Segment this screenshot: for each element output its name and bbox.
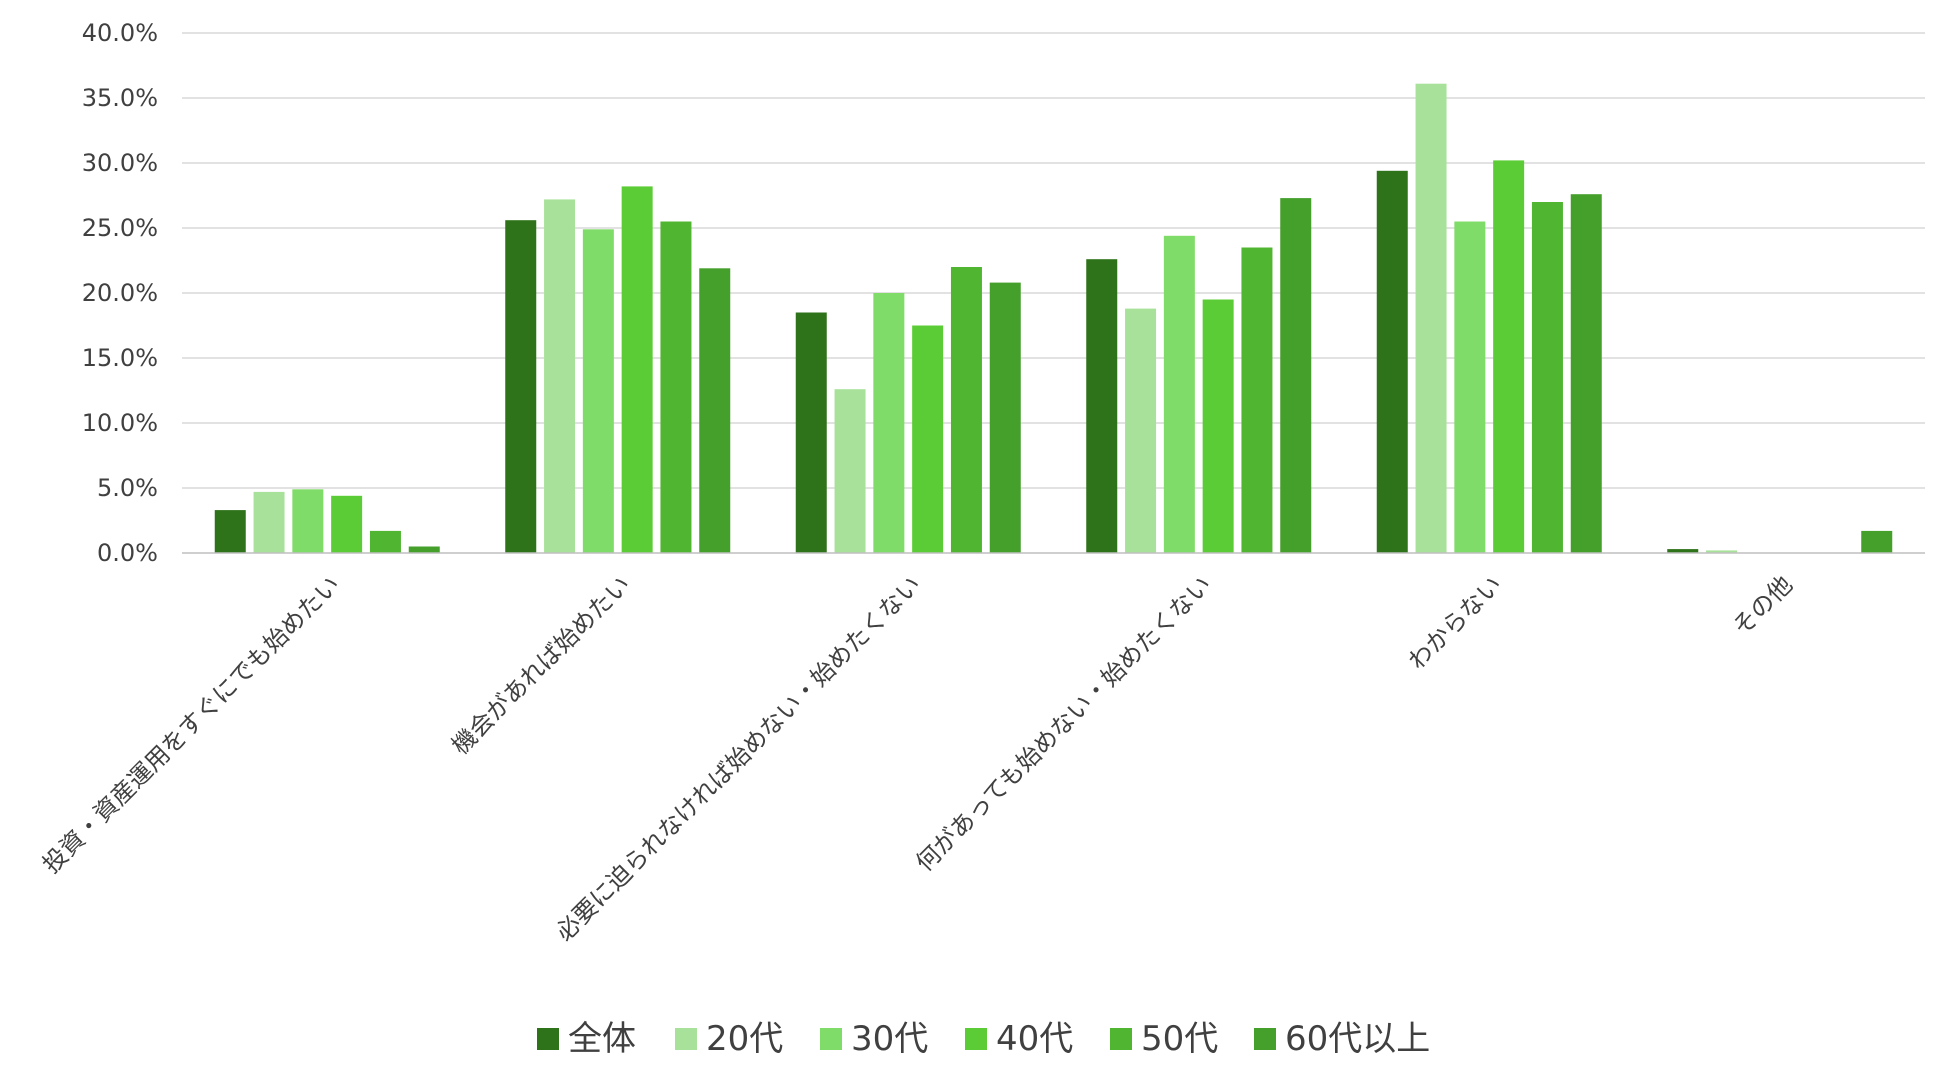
bar <box>582 229 614 554</box>
y-axis-tick-labels: 0.0% 5.0% 10.0% 15.0% 20.0% 25.0% 30.0% 35.0% 40… <box>82 19 158 567</box>
bar <box>699 268 731 553</box>
bar <box>1493 160 1525 553</box>
bar <box>1667 549 1699 553</box>
legend-label: 20代 <box>706 1019 783 1059</box>
bar <box>660 221 692 553</box>
bar <box>1241 247 1273 553</box>
legend-swatch <box>1254 1028 1276 1050</box>
category-label: 投資・資産運用をすぐにでも始めたい <box>37 570 345 878</box>
y-tick-label: 10.0% <box>82 409 158 437</box>
bar <box>292 489 324 553</box>
bar <box>1376 170 1408 554</box>
bar <box>1570 194 1602 553</box>
bar <box>544 199 576 553</box>
bar <box>1163 235 1195 554</box>
bar <box>1086 259 1118 553</box>
legend-swatch <box>820 1028 842 1050</box>
bar <box>795 312 827 553</box>
bars <box>214 83 1893 554</box>
legend-swatch <box>537 1028 559 1050</box>
category-label: 機会があれば始めたい <box>446 570 636 760</box>
bar <box>1280 198 1312 553</box>
bar <box>1531 202 1563 553</box>
bar <box>1125 308 1157 553</box>
category-labels: 投資・資産運用をすぐにでも始めたい 機会があれば始めたい必要に迫られなければ始めな… <box>37 570 1798 946</box>
legend-swatch <box>1110 1028 1132 1050</box>
legend-swatch <box>675 1028 697 1050</box>
legend-label: 50代 <box>1141 1019 1218 1059</box>
legend-label: 60代以上 <box>1285 1019 1430 1059</box>
bar <box>912 325 944 553</box>
bar <box>1202 299 1234 553</box>
y-tick-label: 20.0% <box>82 279 158 307</box>
y-tick-label: 25.0% <box>82 214 158 242</box>
category-label: わからない <box>1403 570 1508 675</box>
legend: 全体 20代 30代 40代 50代 60代以上 <box>537 1019 1430 1059</box>
y-tick-label: 15.0% <box>82 344 158 372</box>
y-tick-label: 35.0% <box>82 84 158 112</box>
category-label: 何があっても始めない・始めたくない <box>910 570 1217 877</box>
bar <box>950 267 982 553</box>
y-tick-label: 0.0% <box>97 539 158 567</box>
category-label: 必要に迫られなければ始めない・始めたくない <box>550 570 926 946</box>
bar <box>834 389 866 553</box>
bar <box>1861 530 1893 553</box>
bar <box>989 282 1021 553</box>
y-tick-label: 30.0% <box>82 149 158 177</box>
bar <box>1454 221 1486 553</box>
bar <box>253 491 285 553</box>
bar <box>369 530 401 553</box>
bar <box>331 495 363 553</box>
bar <box>873 293 905 553</box>
gridlines <box>182 32 1925 489</box>
bar <box>1706 550 1738 553</box>
legend-label: 全体 <box>568 1019 636 1059</box>
y-tick-label: 5.0% <box>97 474 158 502</box>
legend-swatch <box>965 1028 987 1050</box>
bar <box>214 510 246 553</box>
legend-label: 40代 <box>996 1019 1073 1059</box>
category-label: その他 <box>1727 570 1798 641</box>
bar <box>621 186 653 553</box>
bar <box>1415 83 1447 553</box>
bar <box>505 220 537 553</box>
y-tick-label: 40.0% <box>82 19 158 47</box>
bar <box>408 546 440 553</box>
legend-label: 30代 <box>851 1019 928 1059</box>
